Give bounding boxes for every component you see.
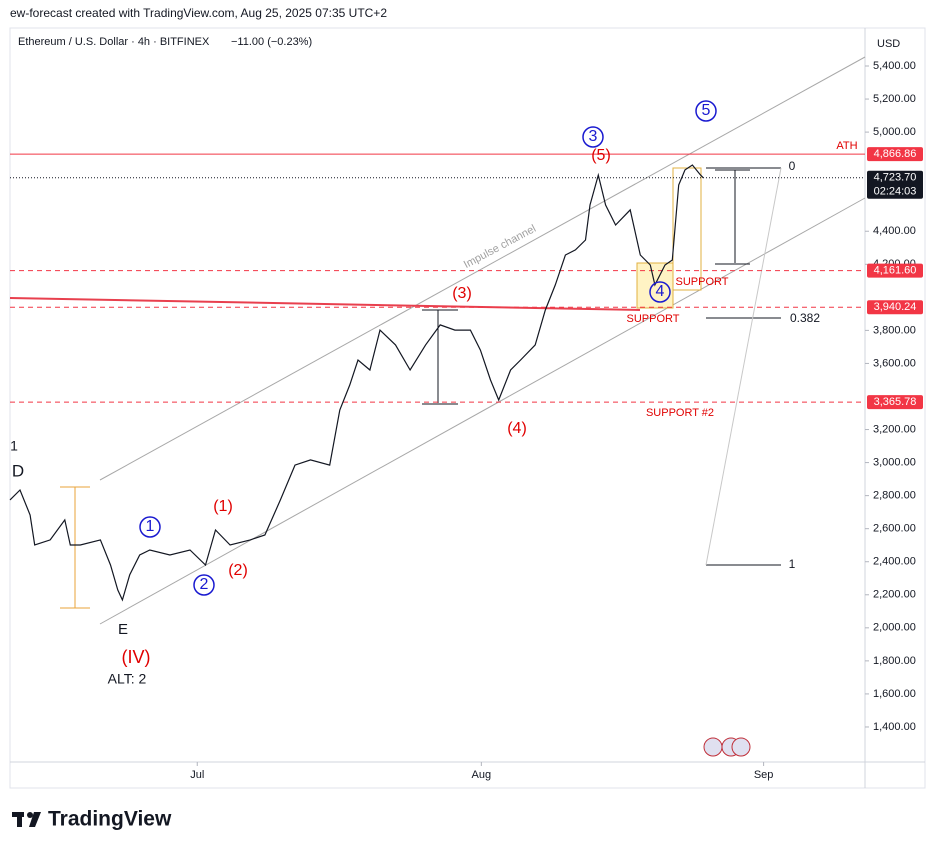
price-label-bg — [867, 263, 923, 278]
price-label: 4,723.70 — [874, 172, 917, 184]
price-label-bg — [867, 147, 923, 162]
wave-circle — [649, 281, 671, 303]
y-tick-label: 3,000.00 — [873, 456, 916, 468]
y-tick-label: 1,800.00 — [873, 655, 916, 667]
price-label: 4,161.60 — [874, 265, 917, 277]
annotation: 1 — [146, 518, 155, 535]
annotation: ATH — [836, 140, 857, 152]
price-label: 3,940.24 — [874, 301, 917, 313]
annotation: (1) — [213, 498, 233, 515]
y-tick-label: 5,200.00 — [873, 93, 916, 105]
currency: USD — [877, 38, 900, 50]
trend-line — [9, 297, 641, 311]
y-tick-label: 4,400.00 — [873, 225, 916, 237]
y-tick-label: 1,400.00 — [873, 721, 916, 733]
annotation: 2 — [200, 576, 209, 593]
annotation: 0 — [789, 159, 796, 173]
x-tick-label: Sep — [754, 769, 774, 781]
y-tick-label: 2,800.00 — [873, 490, 916, 502]
y-tick-label: 2,600.00 — [873, 523, 916, 535]
wave-circle — [193, 574, 215, 596]
annotation: (2) — [228, 562, 248, 579]
price-change: −11.00 (−0.23%) — [231, 36, 312, 48]
annotation: SUPPORT — [676, 276, 729, 288]
header: ew-forecast created with TradingView.com… — [10, 6, 387, 20]
y-tick-label: 2,200.00 — [873, 589, 916, 601]
wave-circle — [695, 100, 717, 122]
wave-circle — [139, 516, 161, 538]
annotation: (3) — [452, 285, 472, 302]
y-tick-label: 5,000.00 — [873, 126, 916, 138]
y-tick-label: 5,400.00 — [873, 60, 916, 72]
price-label: 4,866.86 — [874, 148, 917, 160]
range-measure — [60, 486, 90, 609]
fib-trend — [705, 167, 782, 566]
annotation: 4 — [656, 283, 665, 300]
price-label-bg — [867, 395, 923, 410]
annotation: 1 — [10, 438, 18, 454]
annotation: 3 — [589, 128, 598, 145]
price-label: 3,365.78 — [874, 396, 917, 408]
logo-mark — [12, 812, 41, 827]
y-tick-label: 3,800.00 — [873, 324, 916, 336]
wave-circle — [582, 126, 604, 148]
price-line — [9, 164, 704, 602]
event-flags — [703, 737, 751, 757]
price-label-bg — [867, 170, 923, 199]
channel-upper — [99, 56, 866, 481]
annotation: (5) — [591, 147, 611, 164]
symbol-title: Ethereum / U.S. Dollar · 4h · BITFINEX — [18, 36, 210, 48]
x-tick-label: Jul — [190, 769, 204, 781]
x-tick-label: Aug — [472, 769, 492, 781]
y-tick-label: 2,400.00 — [873, 556, 916, 568]
fib-levels — [706, 167, 781, 566]
annotation: SUPPORT — [627, 313, 680, 325]
frame — [9, 27, 926, 789]
logo: TradingView — [48, 808, 172, 831]
annotation: E — [118, 621, 128, 638]
annotation: ALT: 2 — [108, 671, 147, 687]
annotation: (4) — [507, 420, 527, 437]
annotation: 5 — [702, 102, 711, 119]
y-tick-label: 2,000.00 — [873, 622, 916, 634]
y-tick-label: 3,200.00 — [873, 423, 916, 435]
price-label-bg — [867, 300, 923, 315]
y-tick-label: 3,600.00 — [873, 357, 916, 369]
annotation: Impulse channel — [462, 223, 538, 271]
countdown: 02:24:03 — [874, 186, 917, 198]
annotation: SUPPORT #2 — [646, 407, 714, 419]
annotation: 0.382 — [790, 311, 820, 325]
projection-arrows — [422, 169, 750, 405]
target-box — [672, 167, 702, 291]
y-tick-label: 1,600.00 — [873, 688, 916, 700]
annotation: 1 — [789, 557, 796, 571]
annotation: (IV) — [122, 647, 151, 667]
annotation: D — [12, 461, 24, 480]
channel-lower — [99, 197, 866, 625]
